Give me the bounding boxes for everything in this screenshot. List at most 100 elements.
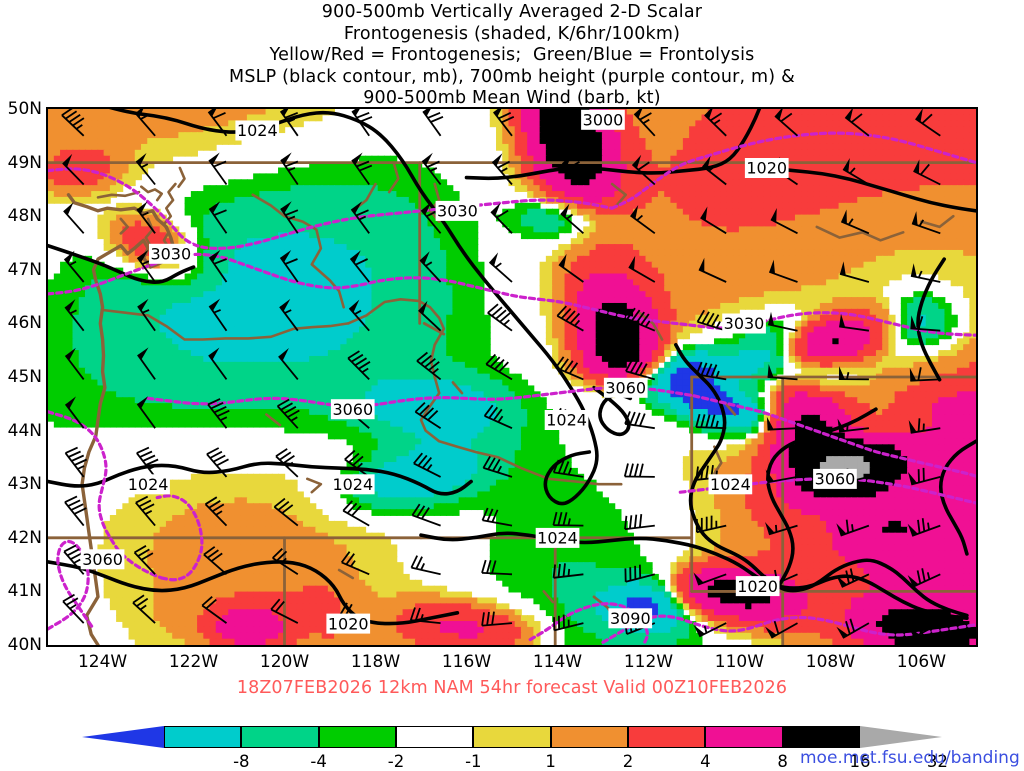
shade-cell: [533, 220, 541, 228]
shade-cell: [209, 273, 217, 281]
shade-cell: [664, 238, 672, 245]
shade-cell: [950, 244, 958, 251]
shade-cell: [589, 291, 597, 298]
shade-cell: [807, 338, 815, 346]
shade-cell: [776, 214, 784, 222]
shade-cell: [664, 109, 672, 116]
shade-cell: [869, 149, 877, 157]
shade-cell: [109, 297, 118, 304]
shade-cell: [763, 291, 771, 298]
shade-cell: [246, 302, 255, 310]
shade-cell: [601, 249, 610, 257]
shade-cell: [720, 302, 728, 310]
shade-cell: [78, 120, 86, 128]
shade-cell: [134, 214, 142, 222]
shade-cell: [938, 214, 946, 222]
shade-cell: [402, 244, 410, 251]
shade-cell: [676, 202, 684, 210]
shade-cell: [84, 161, 93, 169]
shade-cell: [882, 161, 890, 169]
shade-cell: [832, 273, 840, 281]
shade-cell: [782, 238, 790, 245]
shade-cell: [302, 255, 311, 263]
shade-cell: [813, 314, 821, 322]
shade-cell: [676, 155, 684, 163]
shade-cell: [676, 267, 684, 275]
shade-cell: [402, 214, 410, 222]
shade-cell: [838, 273, 846, 281]
shade-cell: [147, 155, 155, 163]
shade-cell: [122, 338, 130, 346]
shade-cell: [153, 143, 161, 151]
shade-cell: [122, 279, 130, 287]
shade-cell: [197, 138, 205, 145]
shade-cell: [589, 338, 597, 346]
shade-cell: [651, 267, 659, 275]
shade-cell: [907, 155, 915, 163]
shade-cell: [664, 126, 672, 134]
shade-cell: [670, 191, 678, 198]
shade-cell: [757, 149, 765, 157]
shade-cell: [290, 314, 298, 322]
shade-cell: [134, 120, 142, 128]
shade-cell: [321, 179, 329, 187]
shade-cell: [228, 273, 236, 281]
shade-cell: [595, 332, 603, 340]
shade-cell: [128, 155, 136, 163]
shade-cell: [601, 149, 610, 157]
shade-cell: [682, 326, 691, 334]
shade-cell: [116, 132, 124, 139]
shade-cell: [589, 179, 597, 187]
shade-cell: [439, 226, 448, 234]
shade-cell: [452, 302, 460, 310]
shade-cell: [53, 191, 61, 198]
shade-cell: [701, 191, 709, 198]
shade-cell: [969, 196, 976, 204]
shade-cell: [832, 326, 840, 334]
shade-cell: [570, 109, 578, 116]
shade-cell: [147, 149, 155, 157]
shade-cell: [246, 226, 255, 234]
shade-cell: [184, 285, 192, 293]
shade-cell: [84, 291, 93, 298]
shade-cell: [390, 326, 398, 334]
shade-cell: [589, 185, 597, 192]
shade-cell: [165, 226, 174, 234]
shade-cell: [421, 244, 429, 251]
shade-cell: [141, 143, 149, 151]
shade-cell: [253, 297, 261, 304]
shade-cell: [813, 202, 821, 210]
shade-cell: [439, 179, 448, 187]
shade-cell: [377, 191, 385, 198]
shade-cell: [564, 261, 572, 269]
shade-cell: [919, 232, 927, 240]
shade-cell: [807, 109, 815, 116]
shade-cell: [745, 226, 753, 234]
shade-cell: [315, 161, 323, 169]
shade-cell: [832, 208, 840, 216]
shade-cell: [103, 220, 111, 228]
shade-cell: [601, 279, 610, 287]
shade-cell: [545, 332, 553, 340]
shade-cell: [234, 226, 242, 234]
shade-cell: [109, 173, 118, 181]
shade-cell: [265, 191, 273, 198]
shade-cell: [408, 196, 416, 204]
shade-cell: [956, 244, 965, 251]
shade-cell: [682, 138, 691, 145]
shade-cell: [439, 196, 448, 204]
shade-cell: [439, 185, 448, 192]
shade-cell: [122, 344, 130, 351]
shade-cell: [570, 279, 578, 287]
shade-cell: [190, 132, 198, 139]
shade-cell: [458, 326, 466, 334]
shade-cell: [178, 238, 186, 245]
shade-cell: [620, 255, 628, 263]
shade-cell: [925, 255, 933, 263]
shade-cell: [633, 220, 641, 228]
shade-cell: [159, 338, 167, 346]
shade-cell: [103, 214, 111, 222]
shade-cell: [147, 109, 155, 116]
shade-cell: [259, 267, 267, 275]
shade-cell: [234, 191, 242, 198]
